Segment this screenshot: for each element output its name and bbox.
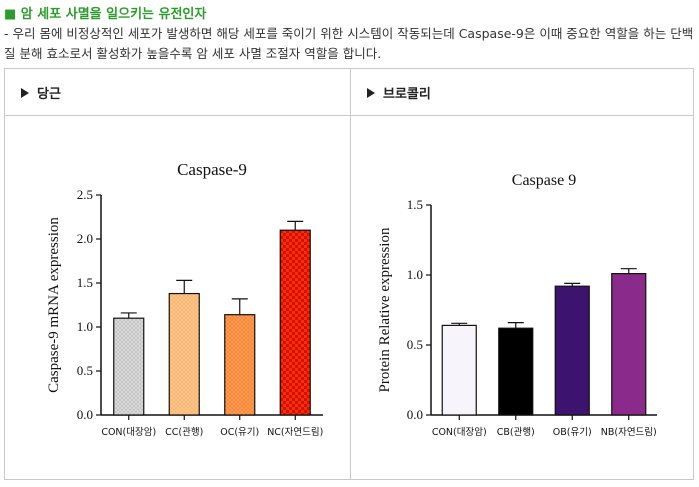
y-tick-label: 1.0 xyxy=(77,319,93,334)
bar xyxy=(113,317,145,416)
bar xyxy=(441,324,477,416)
chart-carrot-caspase9-mrna: Caspase-9 Caspase-9 mRNA expression 0.0 0.… xyxy=(46,160,323,438)
y-tick-label: 2.5 xyxy=(77,187,93,202)
bar xyxy=(498,327,534,416)
triangle-right-icon xyxy=(21,87,29,98)
chart-title: Caspase-9 xyxy=(177,160,247,179)
panel-title-label: 브로콜리 xyxy=(383,87,431,102)
panel-title-label: 당근 xyxy=(37,87,61,102)
y-tick-label: 0.5 xyxy=(407,337,423,352)
x-tick-label: CB(관행) xyxy=(497,426,535,438)
bar xyxy=(554,285,590,416)
frame-divider-horizontal xyxy=(5,115,693,116)
section-heading: ■ 암 세포 사멸을 일으키는 유전인자 xyxy=(4,7,207,22)
y-axis-label: Protein Relative expression xyxy=(377,227,393,392)
frame-divider-vertical xyxy=(350,69,351,479)
x-tick-label: OC(유기) xyxy=(220,427,259,438)
bar xyxy=(279,229,311,416)
panel-title-carrot: 당근 xyxy=(21,83,61,102)
panel-title-broccoli: 브로콜리 xyxy=(367,83,431,102)
x-tick-label: CC(관행) xyxy=(165,426,203,438)
y-tick-label: 1.0 xyxy=(407,267,423,282)
bar xyxy=(168,292,200,416)
chart-broccoli-caspase9-protein: Caspase 9 Protein Relative expression 0.0… xyxy=(377,172,657,438)
triangle-right-icon xyxy=(367,87,375,98)
y-tick-label: 0.5 xyxy=(77,363,93,378)
x-tick-label: CON(대장암) xyxy=(101,426,156,438)
y-tick-label: 1.5 xyxy=(77,275,93,290)
chart-title: Caspase 9 xyxy=(512,172,576,189)
y-tick-label: 0.0 xyxy=(77,407,93,422)
y-tick-label: 0.0 xyxy=(407,407,423,422)
x-tick-label: CON(대장암) xyxy=(432,426,487,438)
y-tick-label: 1.5 xyxy=(407,197,423,212)
y-axis-label: Caspase-9 mRNA expression xyxy=(46,217,62,393)
x-tick-label: OB(유기) xyxy=(553,427,592,438)
x-tick-label: NB(자연드림) xyxy=(601,426,657,438)
x-tick-label: NC(자연드림) xyxy=(267,426,323,438)
bar xyxy=(611,273,647,416)
bar xyxy=(224,314,256,416)
description-text: - 우리 몸에 비정상적인 세포가 발생하면 해당 세포를 죽이기 위한 시스템… xyxy=(4,26,694,61)
y-tick-label: 2.0 xyxy=(77,231,93,246)
chart-frame: 당근 브로콜리 xyxy=(4,68,694,480)
